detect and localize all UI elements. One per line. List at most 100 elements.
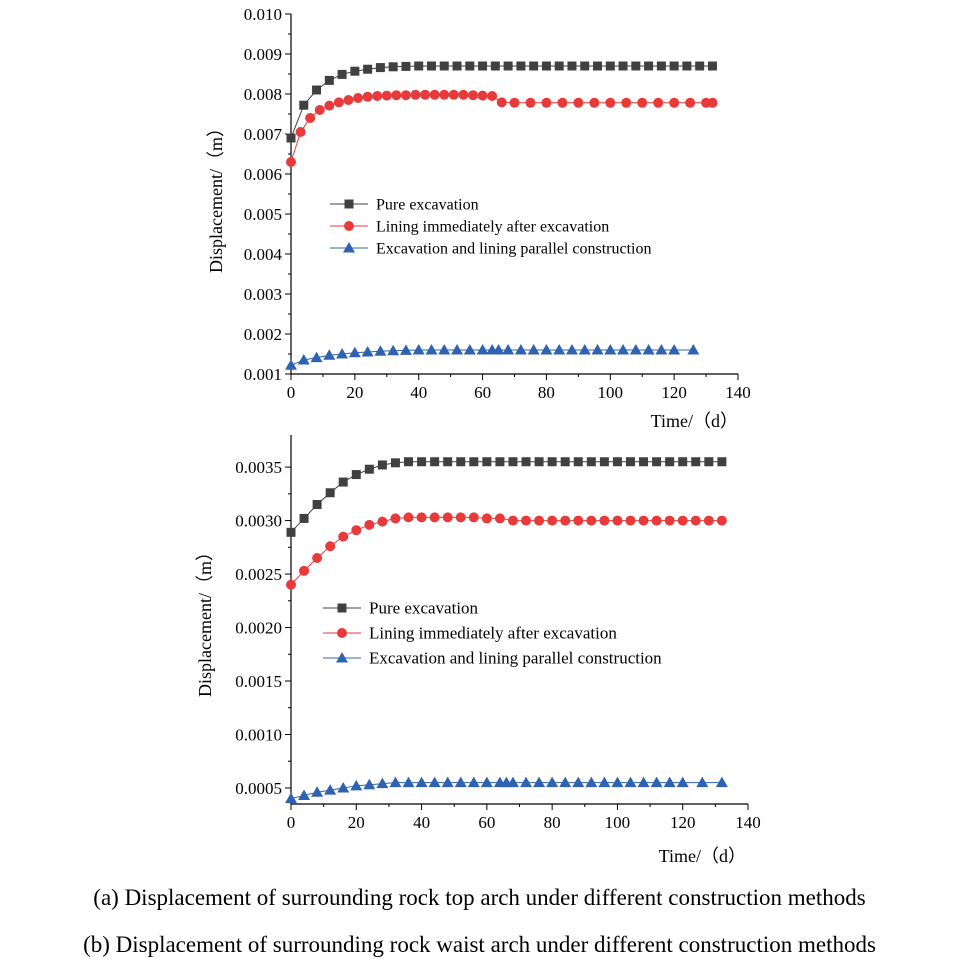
data-point (578, 344, 591, 355)
data-point (337, 781, 350, 793)
data-point (586, 457, 596, 467)
data-point (336, 348, 349, 359)
data-point (325, 488, 335, 498)
data-point (618, 61, 628, 71)
data-point (508, 457, 518, 467)
data-point (534, 457, 544, 467)
data-point (716, 515, 727, 526)
data-point (717, 457, 727, 467)
data-point (669, 61, 679, 71)
data-point (286, 157, 296, 167)
chart-a: 0 20 40 60 80 100 120 140 0.001 0.002 0.003 0.004 0.… (206, 5, 751, 431)
series-square (286, 61, 717, 143)
data-point (312, 85, 322, 95)
data-point (468, 512, 479, 523)
data-point (455, 512, 466, 523)
x-tick-label: 120 (670, 813, 696, 832)
data-point (314, 105, 325, 115)
x-tick-label: 40 (410, 383, 427, 402)
data-point (617, 344, 630, 355)
data-point (521, 515, 532, 526)
data-point (415, 776, 428, 788)
data-point (448, 89, 459, 100)
data-point (420, 89, 431, 100)
data-point (324, 784, 337, 795)
data-point (547, 457, 557, 467)
data-point (490, 61, 500, 71)
data-point (503, 61, 513, 71)
data-point (599, 515, 610, 526)
data-point (465, 61, 475, 71)
y-tick-label: 0.0025 (235, 565, 282, 584)
y-tick-label: 0.0035 (235, 458, 282, 477)
y-tick-label: 0.005 (244, 205, 282, 224)
data-point (374, 345, 387, 356)
data-point (650, 776, 663, 788)
data-point (624, 776, 637, 788)
data-point (663, 776, 676, 788)
data-point (546, 776, 559, 788)
data-point (299, 513, 309, 523)
data-point (507, 515, 518, 526)
data-point (611, 776, 624, 788)
legend-entry: Pure excavation (323, 599, 479, 618)
legend-label: Pure excavation (369, 599, 479, 618)
data-point (496, 97, 507, 108)
data-point (297, 354, 310, 365)
legend-marker (337, 603, 347, 613)
data-point (286, 133, 296, 143)
data-point (668, 344, 681, 355)
legend-entry: Excavation and lining parallel construct… (330, 241, 651, 258)
x-tick-label: 60 (478, 813, 495, 832)
y-tick-label: 0.003 (244, 285, 282, 304)
legend-marker (337, 628, 347, 638)
data-point (454, 776, 467, 788)
y-tick-label: 0.0010 (235, 725, 282, 744)
data-point (381, 90, 392, 101)
series-circle (286, 89, 718, 167)
data-point (337, 69, 347, 79)
data-point (604, 344, 617, 355)
legend-label: Excavation and lining parallel construct… (376, 241, 651, 258)
data-point (598, 776, 611, 788)
series-line (290, 516, 722, 586)
data-point (295, 127, 306, 137)
x-tick-label: 0 (287, 383, 296, 402)
series-triangle (285, 776, 728, 804)
data-point (412, 344, 425, 355)
y-axis-label: Displacement/（m） (206, 119, 226, 273)
y-tick-label: 0.001 (244, 365, 282, 384)
x-tick-label: 20 (346, 383, 363, 402)
data-point (516, 61, 526, 71)
data-point (372, 91, 383, 101)
data-point (665, 457, 675, 467)
data-point (506, 776, 519, 788)
series-square (286, 457, 727, 537)
data-point (482, 457, 492, 467)
data-point (653, 97, 664, 108)
data-point (286, 527, 296, 537)
data-point (377, 460, 387, 470)
data-point (363, 64, 373, 74)
data-point (438, 344, 451, 355)
data-point (442, 512, 453, 523)
x-axis-label: Time/（d） (659, 846, 746, 866)
x-axis-label: Time/（d） (651, 411, 738, 431)
data-point (682, 61, 692, 71)
data-point (324, 100, 335, 111)
x-tick-label: 40 (413, 813, 430, 832)
series-line (290, 65, 713, 139)
legend-marker (344, 221, 354, 231)
data-point (559, 776, 572, 788)
data-point (533, 776, 546, 788)
data-point (495, 457, 505, 467)
data-point (527, 344, 540, 355)
data-point (439, 89, 450, 100)
data-point (350, 66, 360, 76)
data-point (704, 457, 714, 467)
data-point (580, 61, 590, 71)
data-point (547, 515, 558, 526)
y-tick-label: 0.0015 (235, 672, 282, 691)
data-point (441, 776, 454, 788)
